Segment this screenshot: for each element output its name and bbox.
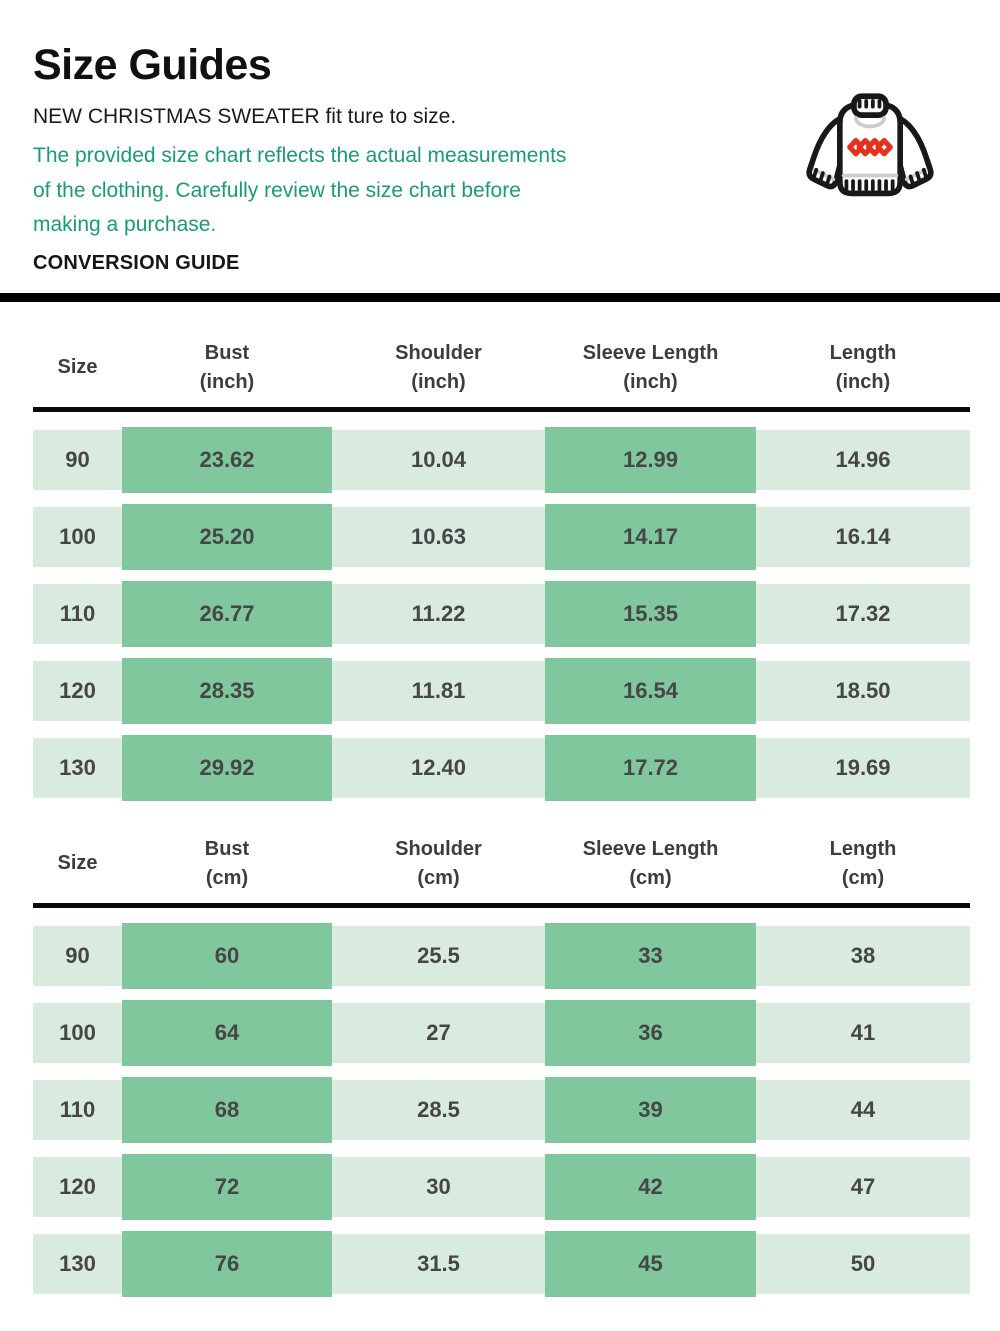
shoulder-cell: 11.81 [332,660,545,721]
bust-cell: 25.20 [122,503,332,570]
shoulder-cell: 28.5 [332,1079,545,1140]
sleeve-length-cell: 45 [545,1230,756,1297]
bust-cell: 26.77 [122,580,332,647]
shoulder-cell: 12.40 [332,737,545,798]
column-header-size: Size [57,852,98,875]
column-header-shoulder: Shoulder (inch) [395,341,482,393]
column-header-size: Size [57,356,98,379]
size-chart-description: The provided size chart reflects the act… [33,139,967,243]
table-header-inch: Size Bust (inch) Shoulder (inch) Sleeve Le… [33,339,970,397]
column-header-bust: Bust (cm) [204,837,250,889]
column-header-bust: Bust (inch) [199,341,255,393]
length-cell: 17.32 [756,583,970,644]
table-row: 90 60 25.5 33 38 [33,922,970,989]
size-cell: 110 [33,1079,122,1140]
bust-cell: 29.92 [122,734,332,801]
table-row: 100 25.20 10.63 14.17 16.14 [33,503,970,570]
column-header-length: Length (cm) [829,837,897,889]
length-cell: 50 [756,1233,970,1294]
size-cell: 100 [33,506,122,567]
intro-section: Size Guides NEW CHRISTMAS SWEATER fit tu… [0,0,1000,275]
table-row: 110 26.77 11.22 15.35 17.32 [33,580,970,647]
column-header-length: Length (inch) [829,341,897,393]
table-row: 120 72 30 42 47 [33,1153,970,1220]
fit-note: NEW CHRISTMAS SWEATER fit ture to size. [33,105,457,128]
length-cell: 18.50 [756,660,970,721]
length-cell: 41 [756,1002,970,1063]
sleeve-length-cell: 12.99 [545,426,756,493]
length-cell: 14.96 [756,429,970,490]
length-cell: 16.14 [756,506,970,567]
page-title: Size Guides [33,41,272,89]
header-rule [33,406,970,412]
sleeve-length-cell: 17.72 [545,734,756,801]
table-row: 110 68 28.5 39 44 [33,1076,970,1143]
sleeve-length-cell: 42 [545,1153,756,1220]
description-line: making a purchase. [33,213,217,237]
column-header-shoulder: Shoulder (cm) [395,837,482,889]
shoulder-cell: 10.63 [332,506,545,567]
size-cell: 130 [33,737,122,798]
header-rule [33,902,970,908]
shoulder-cell: 31.5 [332,1233,545,1294]
size-cell: 100 [33,1002,122,1063]
sleeve-length-cell: 36 [545,999,756,1066]
shoulder-cell: 11.22 [332,583,545,644]
table-row: 100 64 27 36 41 [33,999,970,1066]
bust-cell: 76 [122,1230,332,1297]
size-table-inch: Size Bust (inch) Shoulder (inch) Sleeve Le… [0,339,1000,801]
bust-cell: 60 [122,922,332,989]
shoulder-cell: 27 [332,1002,545,1063]
christmas-sweater-icon [806,93,934,197]
conversion-guide-label: CONVERSION GUIDE [33,251,240,274]
sleeve-length-cell: 15.35 [545,580,756,647]
bust-cell: 28.35 [122,657,332,724]
sleeve-length-cell: 16.54 [545,657,756,724]
bust-cell: 23.62 [122,426,332,493]
shoulder-cell: 25.5 [332,925,545,986]
bust-cell: 68 [122,1076,332,1143]
sleeve-length-cell: 14.17 [545,503,756,570]
length-cell: 19.69 [756,737,970,798]
table-row: 120 28.35 11.81 16.54 18.50 [33,657,970,724]
length-cell: 47 [756,1156,970,1217]
column-header-sleeve-length: Sleeve Length (cm) [582,837,719,889]
table-row: 130 76 31.5 45 50 [33,1230,970,1297]
size-table-cm: Size Bust (cm) Shoulder (cm) Sleeve Length… [0,835,1000,1297]
description-line: of the clothing. Carefully review the si… [33,178,521,202]
sleeve-length-cell: 33 [545,922,756,989]
length-cell: 44 [756,1079,970,1140]
size-cell: 110 [33,583,122,644]
size-cell: 90 [33,429,122,490]
table-row: 130 29.92 12.40 17.72 19.69 [33,734,970,801]
shoulder-cell: 10.04 [332,429,545,490]
size-cell: 120 [33,1156,122,1217]
length-cell: 38 [756,925,970,986]
bust-cell: 64 [122,999,332,1066]
size-cell: 90 [33,925,122,986]
section-divider [0,292,1000,302]
table-header-cm: Size Bust (cm) Shoulder (cm) Sleeve Length… [33,835,970,893]
sleeve-length-cell: 39 [545,1076,756,1143]
size-cell: 120 [33,660,122,721]
bust-cell: 72 [122,1153,332,1220]
size-cell: 130 [33,1233,122,1294]
column-header-sleeve-length: Sleeve Length (inch) [582,341,719,393]
description-line: The provided size chart reflects the act… [33,144,567,168]
shoulder-cell: 30 [332,1156,545,1217]
table-row: 90 23.62 10.04 12.99 14.96 [33,426,970,493]
